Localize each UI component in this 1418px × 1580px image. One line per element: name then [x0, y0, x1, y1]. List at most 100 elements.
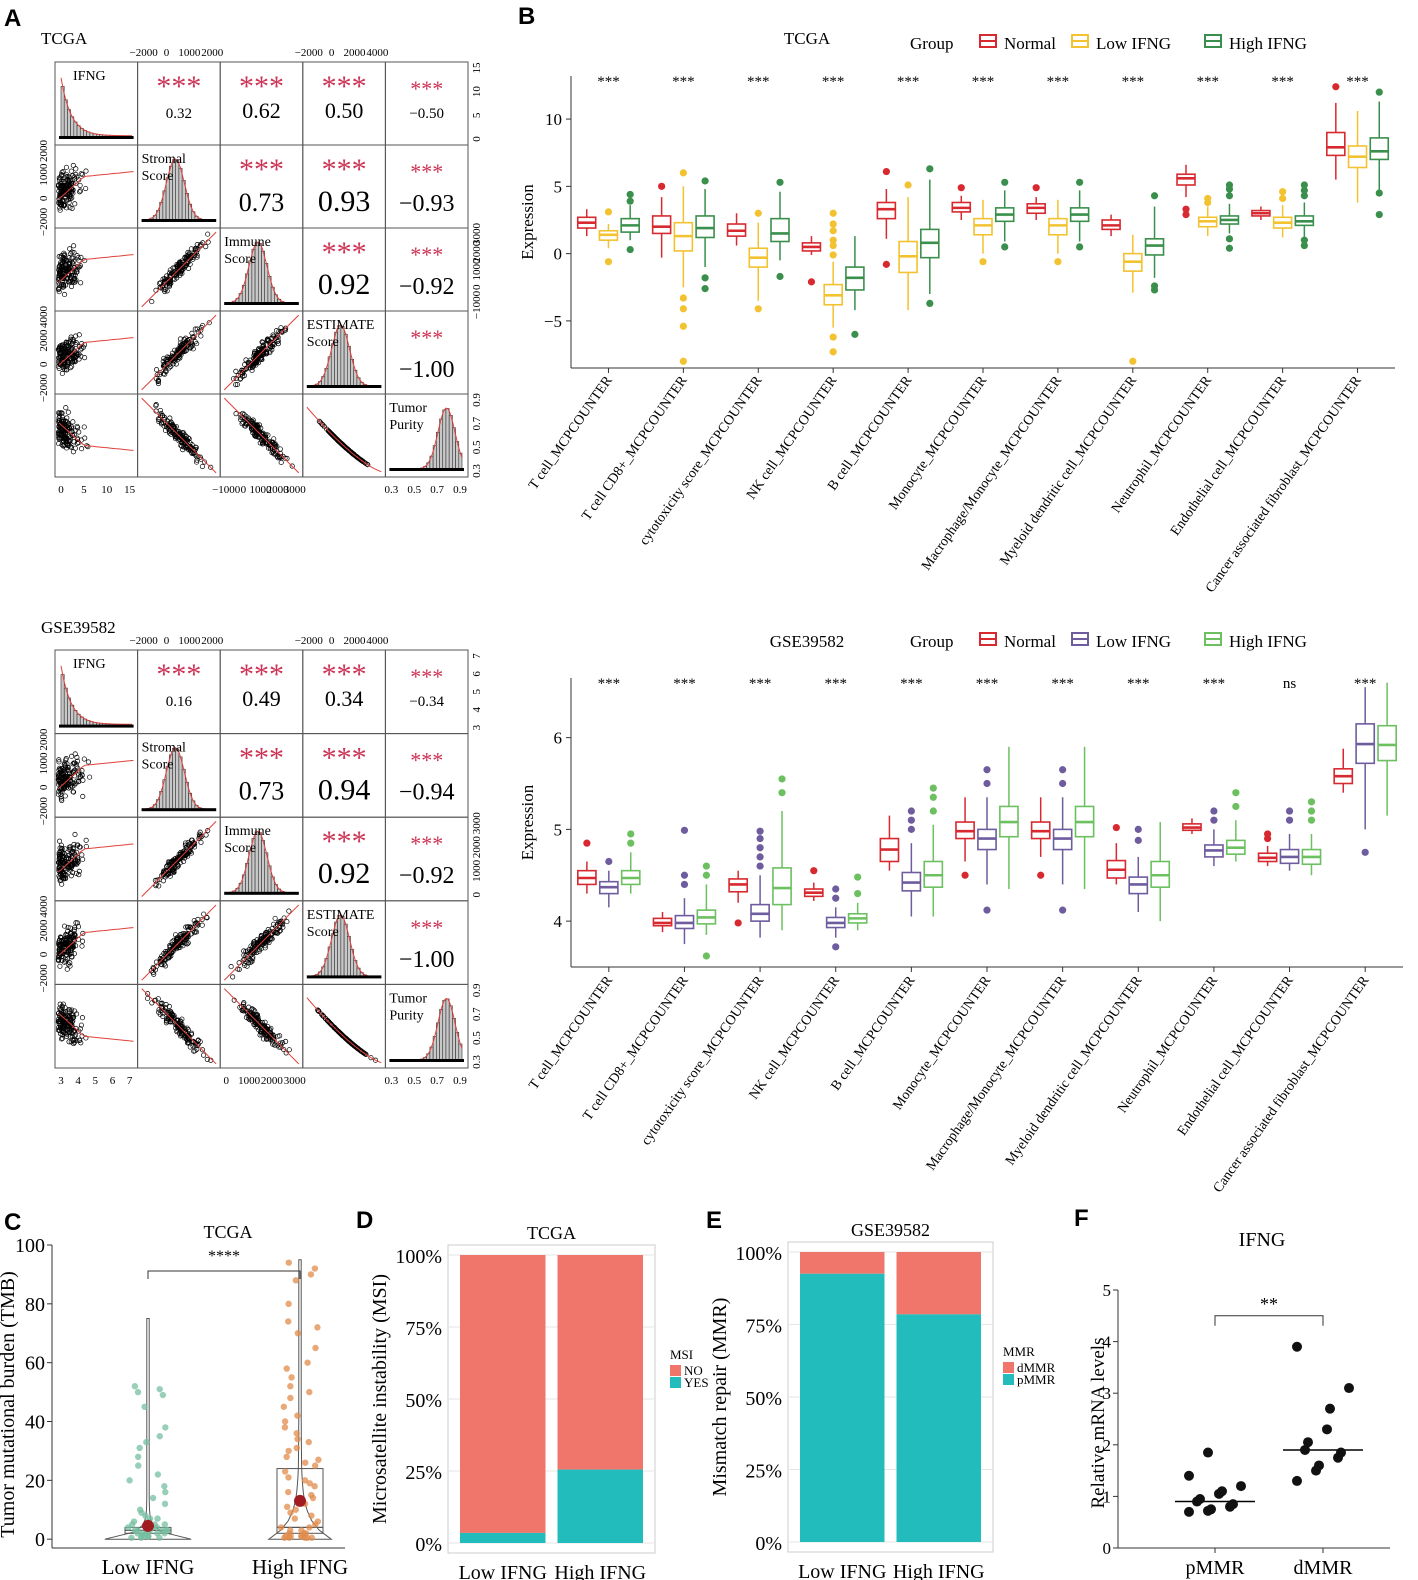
significance-label: ***: [972, 74, 995, 90]
variable-label: Tumor: [389, 401, 427, 416]
scatter-point: [181, 939, 187, 945]
scatter-point: [197, 829, 203, 835]
tick-label: 4000: [38, 895, 50, 918]
scatter-point: [330, 1023, 336, 1029]
box-outlier: [929, 807, 937, 815]
tick-label: 2000: [38, 329, 50, 352]
tick-label: 3000: [471, 223, 483, 246]
scatter-point: [167, 873, 173, 879]
data-point: [1206, 1504, 1216, 1515]
scatter-point: [58, 794, 64, 800]
smooth-line: [223, 988, 300, 1065]
scatter-point: [67, 852, 73, 858]
scatter-point: [244, 365, 250, 371]
scatter-point: [73, 171, 79, 178]
box-outlier: [983, 766, 991, 774]
scatter-point: [68, 168, 74, 174]
scatter-point: [62, 182, 68, 189]
scatter-point: [280, 453, 286, 459]
smooth-line: [306, 406, 382, 473]
box-outlier: [1232, 802, 1240, 811]
scatter-point: [65, 176, 71, 183]
scatter-point: [275, 1033, 281, 1039]
smooth-line: [58, 759, 134, 789]
correlation-stars: ***: [239, 658, 284, 691]
scatter-point: [276, 328, 282, 334]
scatter-point: [327, 1020, 333, 1026]
tick-label: 2000: [344, 47, 367, 59]
scatter-point: [277, 927, 284, 933]
scatter-point: [70, 162, 76, 168]
scatter-point: [182, 1027, 189, 1033]
category-label: Low IFNG: [102, 1555, 195, 1579]
scatter-point: [63, 405, 69, 411]
box-outlier: [929, 793, 937, 801]
histogram-bar: [178, 167, 183, 221]
scatter-point: [148, 968, 154, 974]
correlation-stars: ***: [410, 748, 443, 773]
y-tick-label: 25%: [745, 1461, 782, 1483]
scatter-point: [272, 1042, 278, 1048]
correlation-value: 0.50: [325, 98, 364, 123]
scatter-point: [56, 774, 62, 781]
tick-label: 2000: [344, 635, 367, 647]
scatter-point: [73, 277, 79, 283]
scatter-point: [75, 255, 81, 261]
box-outlier: [907, 825, 915, 833]
data-point: [1292, 1475, 1302, 1486]
box-outlier: [776, 272, 784, 281]
scatter-point: [259, 439, 266, 446]
variable-label: ESTIMATE: [307, 908, 375, 923]
data-point: [1203, 1447, 1213, 1458]
jitter-point: [311, 1462, 319, 1469]
scatter-point: [173, 361, 179, 367]
scatter-point: [176, 270, 182, 276]
correlation-value: 0.94: [318, 774, 371, 807]
scatter-point: [68, 345, 74, 351]
tick-label: 1000: [471, 258, 483, 281]
scatter-point: [328, 430, 334, 437]
chart-title: GSE39582: [770, 632, 845, 651]
jitter-point: [128, 1534, 135, 1541]
scatter-point: [154, 877, 160, 883]
scatter-point: [180, 447, 186, 453]
scatter-point: [159, 962, 165, 968]
panel-f-ifng-dotplot: 0 1 2 3 4 5 Relative mRNA levels IFNG ** pMMR dMMR: [1088, 1229, 1390, 1579]
scatter-point: [179, 267, 185, 273]
tick-label: 3: [471, 724, 483, 730]
jitter-point: [294, 1412, 301, 1419]
scatter-point: [66, 183, 72, 189]
scatter-point: [256, 347, 262, 353]
scatter-point: [68, 284, 75, 290]
y-tick-label: 0%: [415, 1534, 442, 1556]
tick-label: 0: [241, 484, 247, 496]
jitter-point: [292, 1277, 300, 1284]
scatter-point: [260, 339, 266, 345]
significance-label: ***: [822, 74, 845, 90]
scatter-point: [263, 1036, 269, 1042]
box-outlier: [1361, 848, 1369, 856]
scatter-point: [61, 1020, 67, 1026]
y-tick-label: 4: [1103, 1333, 1112, 1352]
histogram-bar: [442, 999, 447, 1061]
tick-label: 2000: [38, 919, 50, 942]
tick-label: 15: [471, 62, 483, 74]
correlation-value: −1.00: [399, 357, 455, 383]
tick-label: 4000: [366, 635, 389, 647]
scatter-point: [72, 932, 78, 938]
scatter-point: [162, 1005, 168, 1011]
jitter-point: [304, 1359, 311, 1366]
box-outlier: [854, 873, 862, 881]
scatter-point: [198, 839, 204, 845]
scatter-point: [337, 1030, 343, 1036]
variable-label: Score: [142, 758, 174, 773]
histogram-bar: [261, 250, 266, 304]
scatter-point: [190, 346, 196, 352]
scatter-point: [277, 455, 283, 461]
box-outlier: [1300, 186, 1308, 194]
scatter-point: [188, 246, 194, 252]
scatter-point: [67, 960, 73, 966]
box-outlier: [1134, 825, 1142, 833]
box-outlier: [627, 839, 635, 847]
